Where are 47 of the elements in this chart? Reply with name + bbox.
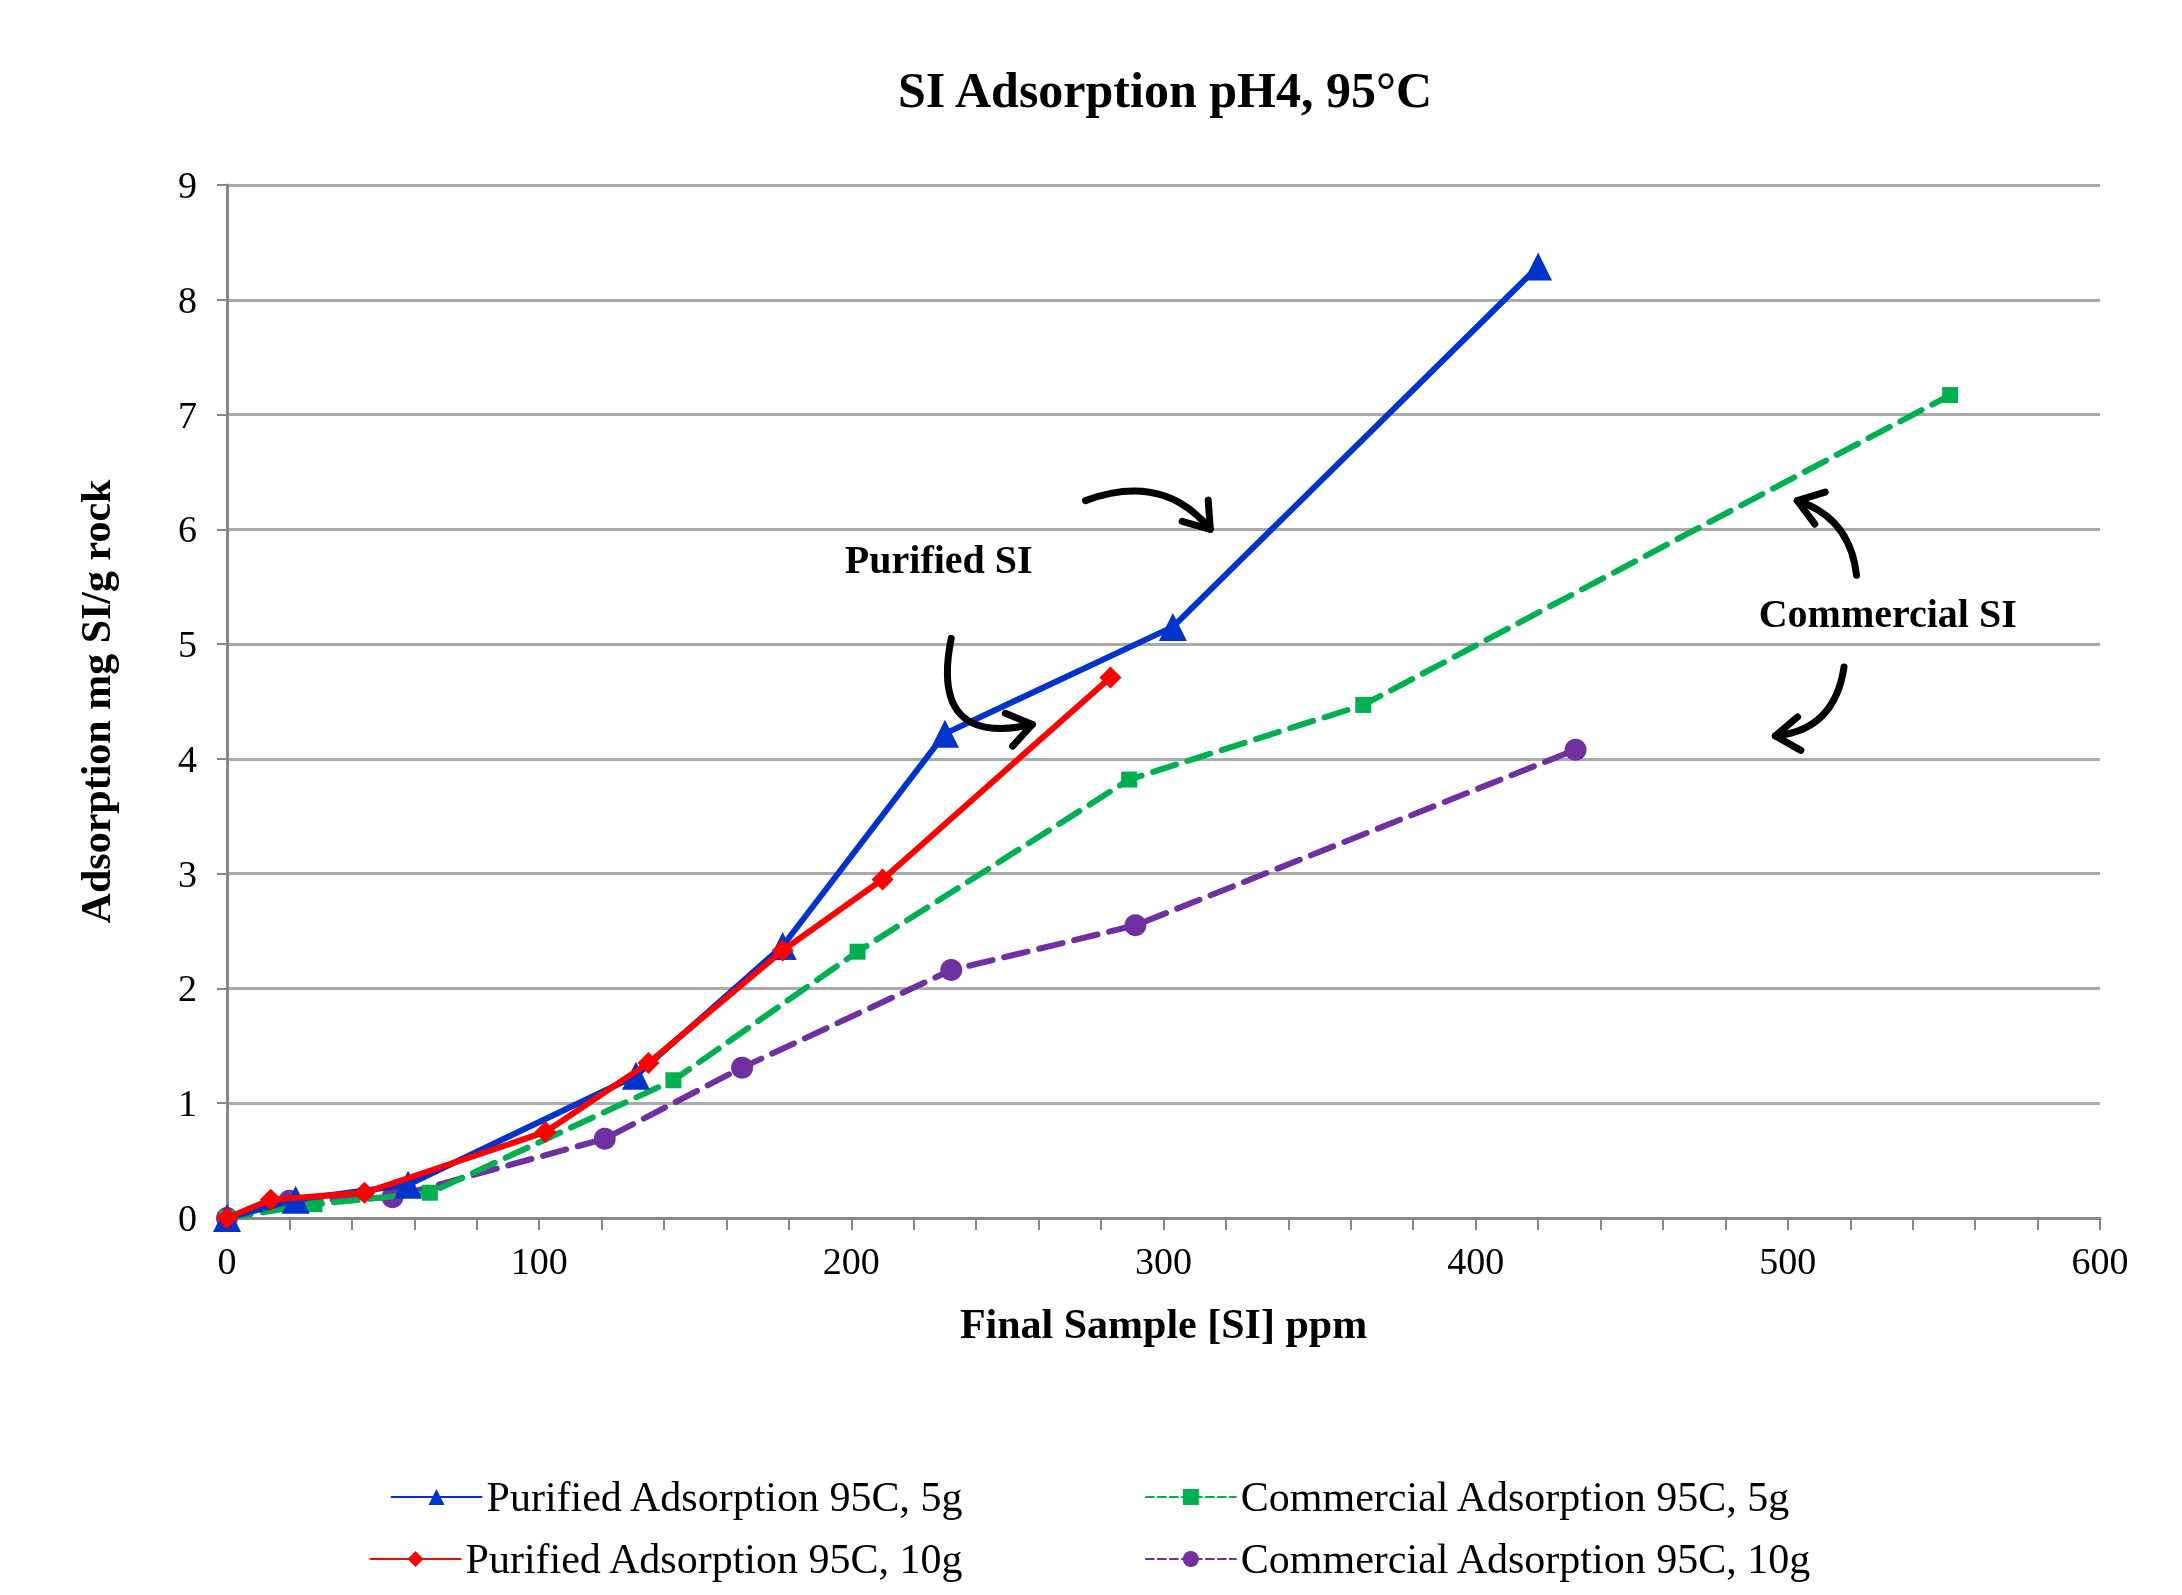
y-tick-label: 8 — [178, 278, 197, 321]
legend-label: Commercial Adsorption 95C, 5g — [1240, 1474, 1790, 1520]
point — [731, 1056, 754, 1079]
point — [1355, 696, 1372, 713]
x-tick-label: 100 — [510, 1240, 568, 1282]
point — [849, 943, 866, 960]
x-tick-label: 400 — [1447, 1240, 1505, 1282]
point — [1564, 738, 1587, 761]
y-tick-label: 5 — [178, 623, 197, 666]
y-tick-label: 2 — [178, 967, 197, 1010]
x-tick-label: 0 — [217, 1240, 237, 1282]
point — [665, 1072, 682, 1089]
point — [1124, 914, 1147, 937]
point — [940, 959, 963, 982]
annotation: Commercial SI — [1758, 590, 2017, 636]
y-tick-label: 4 — [178, 737, 197, 780]
point — [1942, 387, 1959, 404]
y-tick-label: 1 — [178, 1082, 197, 1125]
point — [1524, 252, 1553, 281]
x-axis-title: Final Sample [SI] ppm — [959, 1301, 1368, 1347]
y-tick-label: 7 — [178, 393, 197, 436]
point — [1121, 771, 1138, 788]
point — [871, 868, 894, 891]
x-tick-label: 300 — [1135, 1240, 1192, 1282]
point — [534, 1120, 557, 1143]
x-tick-label: 200 — [822, 1240, 880, 1282]
y-tick-label: 9 — [178, 164, 197, 206]
point — [637, 1052, 660, 1075]
point — [930, 719, 959, 748]
y-axis-title: Adsorption mg SI/g rock — [73, 478, 119, 924]
y-tick-label: 3 — [178, 852, 197, 895]
x-tick-label: 500 — [1759, 1240, 1817, 1282]
point — [421, 1184, 438, 1201]
y-tick-label: 0 — [178, 1197, 197, 1239]
legend-label: Commercial Adsorption 95C, 10g — [1240, 1536, 1811, 1582]
y-tick-label: 6 — [178, 508, 197, 551]
point — [593, 1127, 616, 1150]
point — [353, 1181, 376, 1204]
legend-label: Purified Adsorption 95C, 10g — [465, 1536, 963, 1582]
annotation: Purified SI — [844, 536, 1033, 582]
chart-title: SI Adsorption pH4, 95°C — [897, 62, 1433, 118]
point — [259, 1188, 282, 1211]
point — [1158, 612, 1187, 641]
x-tick-label: 600 — [2071, 1240, 2129, 1282]
legend-label: Purified Adsorption 95C, 5g — [486, 1474, 963, 1520]
point — [1099, 666, 1122, 689]
point — [771, 939, 794, 962]
